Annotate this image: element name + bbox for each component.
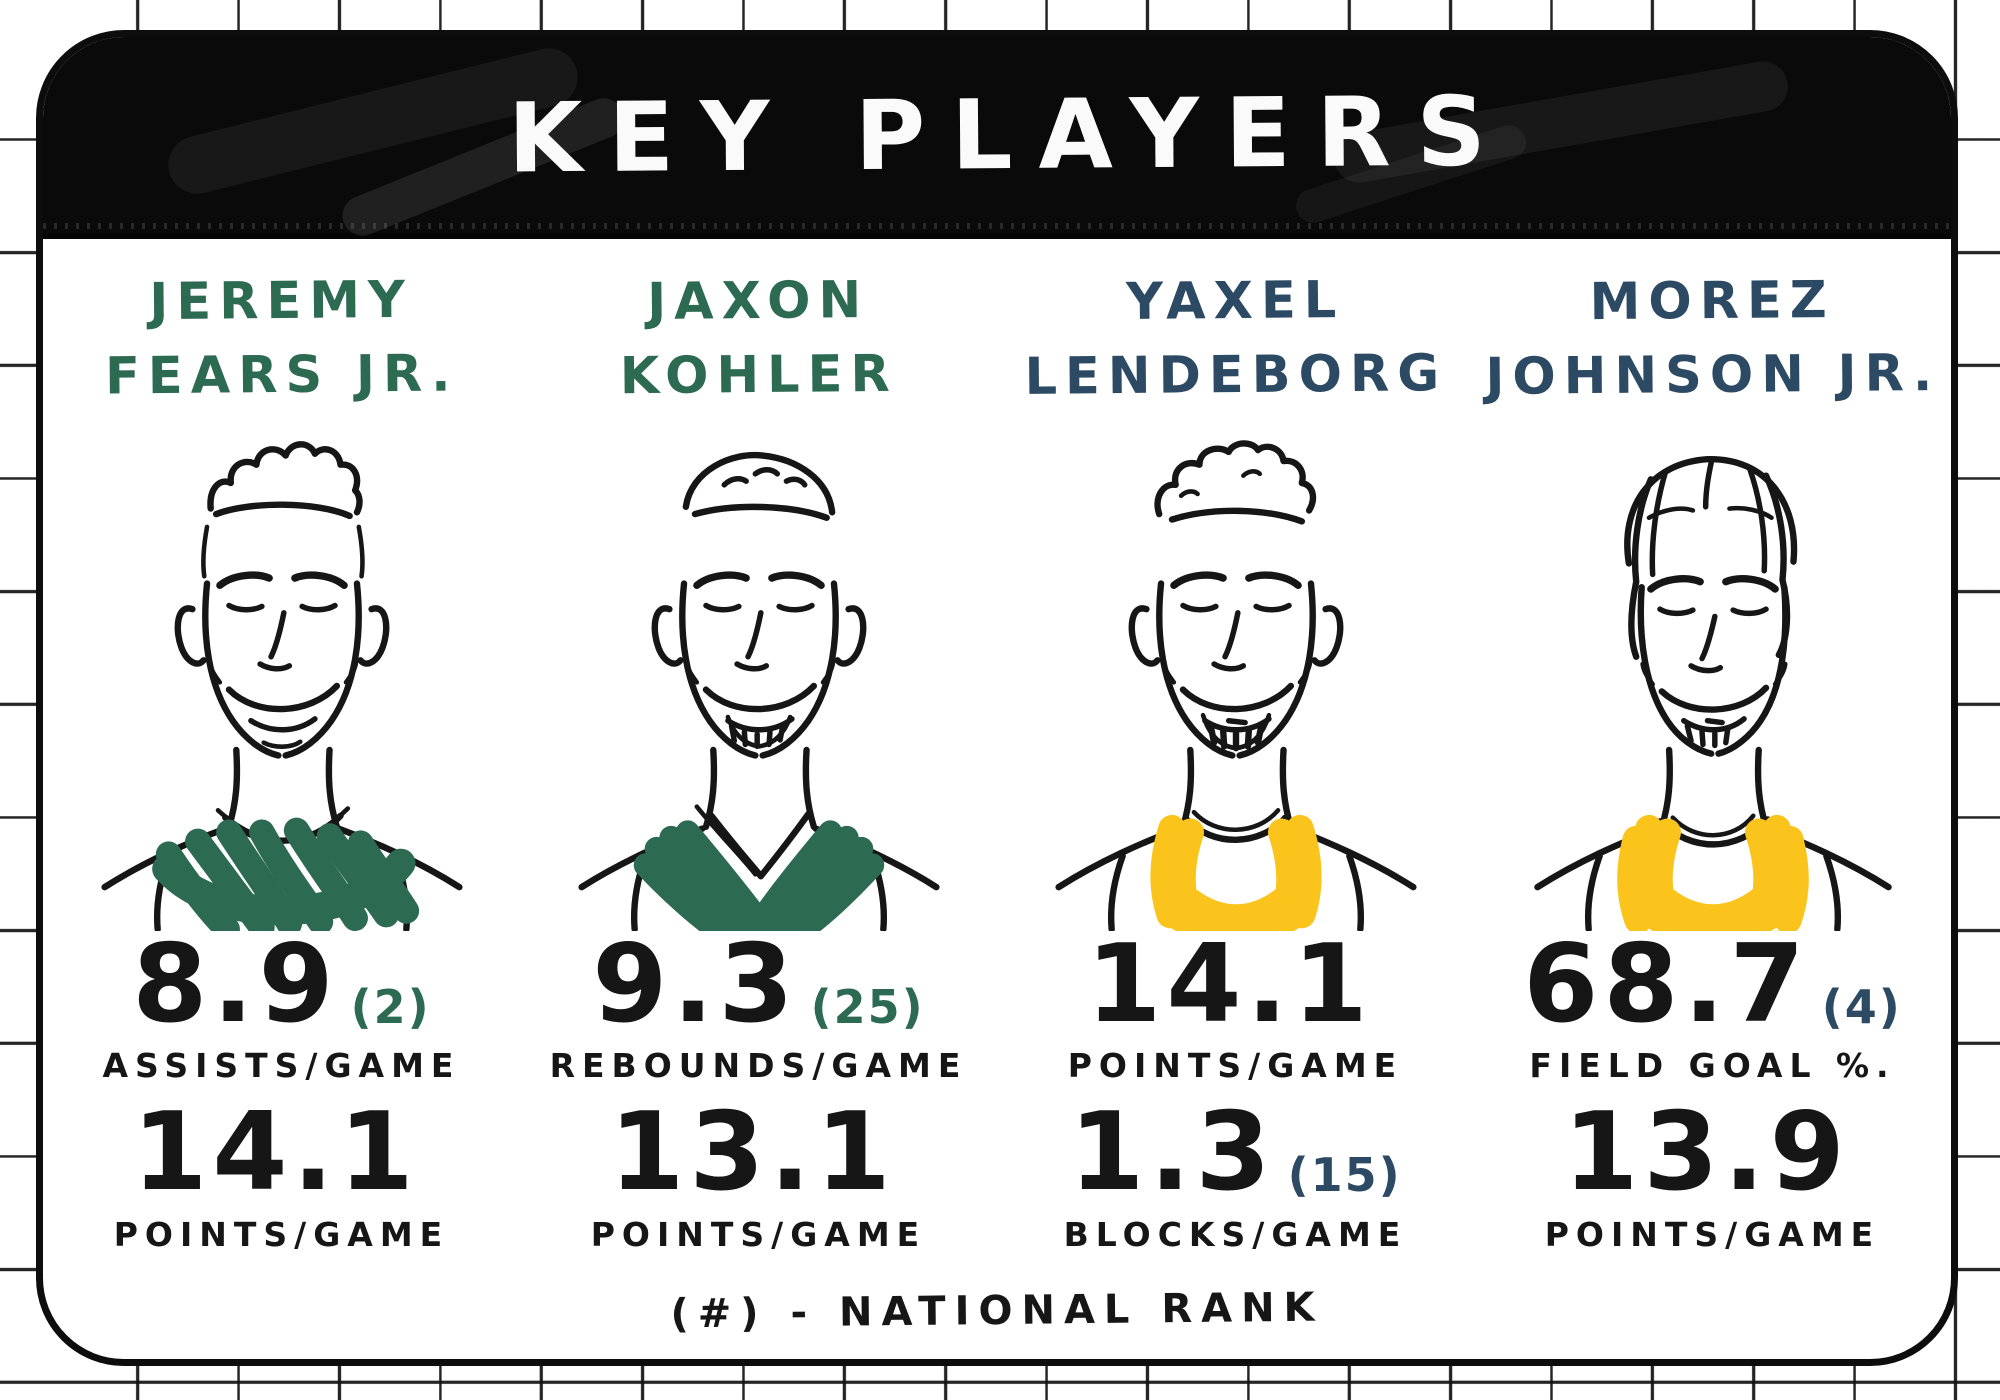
stat-block: 13.1 POINTS/GAME xyxy=(520,1090,997,1254)
stat-block: 14.1 POINTS/GAME xyxy=(997,921,1474,1086)
face-features xyxy=(651,571,866,830)
jersey xyxy=(1150,814,1321,931)
player-column-morez-johnson-jr: MOREZ JOHNSON JR. xyxy=(1474,265,1951,1254)
player-name: JAXON KOHLER xyxy=(519,263,997,415)
player-portrait-sketch xyxy=(577,451,940,931)
stat-block: 68.7 (4) FIELD GOAL %. xyxy=(1474,921,1951,1086)
player-portrait-sketch xyxy=(100,441,463,931)
stat-value: 14.1 xyxy=(132,1090,419,1216)
player-last-name: LENDEBORG xyxy=(1024,344,1448,407)
player-name: YAXEL LENDEBORG xyxy=(996,263,1474,415)
player-last-name: FEARS JR. xyxy=(104,344,459,407)
stat-value: 13.1 xyxy=(609,1090,896,1216)
stat-label: REBOUNDS/GAME xyxy=(549,1046,968,1086)
hair xyxy=(200,441,365,579)
chalkboard-header: KEY PLAYERS xyxy=(43,37,1951,242)
hair xyxy=(682,451,835,521)
stat-block: 14.1 POINTS/GAME xyxy=(43,1090,520,1254)
player-first-name: JEREMY xyxy=(149,270,414,333)
stat-label: ASSISTS/GAME xyxy=(102,1046,461,1086)
player-last-name: JOHNSON JR. xyxy=(1485,343,1941,407)
stat-label: POINTS/GAME xyxy=(113,1214,450,1254)
stat-label: POINTS/GAME xyxy=(590,1214,927,1254)
key-players-card: KEY PLAYERS JEREMY FEARS JR. xyxy=(36,30,1958,1366)
player-portrait-sketch xyxy=(1533,455,1892,931)
hair xyxy=(1153,440,1316,525)
stat-label: FIELD GOAL %. xyxy=(1529,1046,1896,1086)
stat-label: POINTS/GAME xyxy=(1544,1214,1881,1254)
player-last-name: KOHLER xyxy=(619,344,899,407)
player-first-name: JAXON xyxy=(646,271,870,332)
player-name: MOREZ JOHNSON JR. xyxy=(1473,263,1951,415)
player-first-name: YAXEL xyxy=(1125,271,1345,332)
stat-block: 9.3 (25) REBOUNDS/GAME xyxy=(520,921,997,1086)
player-column-yaxel-lendeborg: YAXEL LENDEBORG xyxy=(997,265,1474,1254)
stat-block: 13.9 POINTS/GAME xyxy=(1474,1090,1951,1254)
page-title: KEY PLAYERS xyxy=(507,75,1513,195)
jersey xyxy=(151,817,419,931)
stat-value: 68.7 xyxy=(1523,921,1810,1047)
player-first-name: MOREZ xyxy=(1589,270,1836,333)
face-features xyxy=(1637,574,1789,830)
jersey xyxy=(633,820,884,931)
face-features xyxy=(1128,571,1343,830)
goatee xyxy=(1684,717,1730,749)
stat-national-rank: (2) xyxy=(350,979,431,1034)
stat-value: 13.9 xyxy=(1563,1090,1850,1216)
goatee xyxy=(1200,712,1271,752)
stat-label: POINTS/GAME xyxy=(1067,1046,1404,1086)
player-column-jaxon-kohler: JAXON KOHLER xyxy=(520,265,997,1254)
stat-value: 8.9 xyxy=(132,921,339,1047)
stat-block: 1.3 (15) BLOCKS/GAME xyxy=(997,1090,1474,1254)
stat-national-rank: (25) xyxy=(810,979,925,1034)
face-features xyxy=(174,571,389,830)
stat-national-rank: (4) xyxy=(1821,979,1902,1034)
player-name: JEREMY FEARS JR. xyxy=(43,263,521,415)
stat-label: BLOCKS/GAME xyxy=(1063,1214,1408,1254)
national-rank-legend: (#) - NATIONAL RANK xyxy=(670,1284,1324,1338)
player-column-jeremy-fears-jr: JEREMY FEARS JR. xyxy=(43,265,520,1254)
stat-block: 8.9 (2) ASSISTS/GAME xyxy=(43,921,520,1086)
stat-value: 9.3 xyxy=(592,921,799,1047)
player-portrait-sketch xyxy=(1054,440,1417,931)
jersey xyxy=(1616,814,1809,931)
stat-value: 1.3 xyxy=(1069,1090,1276,1216)
goatee xyxy=(725,714,792,749)
stat-national-rank: (15) xyxy=(1287,1148,1402,1203)
stat-value: 14.1 xyxy=(1086,921,1373,1047)
players-row: JEREMY FEARS JR. xyxy=(43,265,1951,1254)
